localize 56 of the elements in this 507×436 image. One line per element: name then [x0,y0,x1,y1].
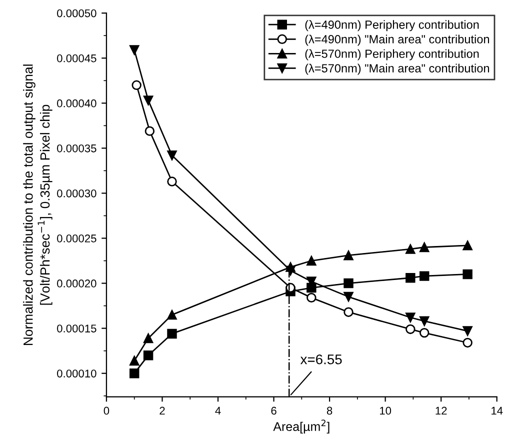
y-axis-title: Normalized contribution to the total output signal [Volt/Ph*sec$^{−1}$], 0.35µm Pixel chip [23,64,52,346]
point [132,80,142,90]
x-tick-label: 10 [380,406,392,415]
point [143,350,154,360]
point [419,316,430,326]
point [344,278,354,288]
point [406,273,416,283]
point [419,271,430,281]
point [167,328,177,339]
point [406,324,416,334]
y-tick-label: 0.00015 [57,324,96,332]
y-tick-label: 0.00010 [57,370,96,378]
point [129,45,140,55]
point [344,250,354,260]
point [129,356,140,366]
point [129,368,140,378]
legend-label: (λ=490nm) Periphery contribution [305,20,479,32]
point [462,326,472,336]
point [462,240,472,250]
point [143,333,154,344]
x-axis-title: Area[µm$^{2}$] [273,420,330,434]
legend-label: (λ=490nm) "Main area" contribution [305,34,490,46]
x-tick-label: 6 [271,406,276,415]
point [462,338,472,348]
y-tick-label: 0.00030 [57,189,96,198]
point [167,310,177,320]
y-tick-label: 0.00025 [57,234,96,242]
point [419,242,430,252]
point [144,126,155,136]
point [344,292,354,302]
point [306,292,316,303]
point [306,256,316,266]
x-tick-label: 8 [326,406,332,415]
y-tick-label: 0.00040 [57,99,96,108]
x-tick-label: 4 [215,406,221,415]
point [462,269,472,280]
x-tick-label: 12 [436,406,447,415]
x-tick-label: 2 [160,406,165,415]
y-tick-label: 0.00035 [57,144,96,152]
x-tick-label: 0 [104,406,110,415]
point [406,312,416,322]
point [167,176,177,186]
point [167,150,177,160]
point [344,307,354,317]
ref-line-label: x=6.55 [300,354,342,364]
point [143,96,154,106]
legend-label: (λ=570nm) Periphery contribution [305,49,479,60]
legend-label: (λ=570nm) "Main area" contribution [305,64,490,75]
point [286,266,296,276]
x-tick-label: 14 [492,406,503,415]
point [406,244,416,254]
y-tick-label: 0.00045 [57,54,96,62]
point [419,328,430,338]
y-tick-label: 0.00020 [57,280,96,288]
y-tick-label: 0.00050 [57,9,96,18]
point [306,282,316,293]
